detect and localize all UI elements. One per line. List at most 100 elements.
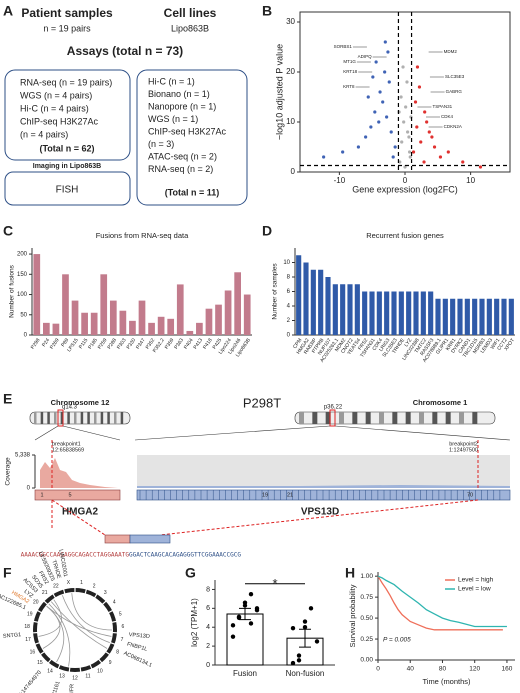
y-tick-label: 0: [24, 333, 28, 339]
band: [47, 412, 50, 424]
bar: [362, 291, 368, 335]
band: [60, 412, 64, 424]
y-tick-label: 10: [286, 117, 295, 126]
point: [430, 135, 434, 139]
y-tick-label: 2: [206, 643, 210, 650]
bar: [486, 298, 492, 335]
band: [325, 412, 331, 424]
gap: [57, 663, 61, 670]
bar: [71, 300, 79, 335]
chromosome-label: 22: [53, 583, 59, 589]
x-tick-label: 40: [407, 666, 415, 673]
x-tick-label: P303: [116, 337, 128, 350]
bar: [428, 291, 434, 335]
point: [415, 125, 419, 129]
assay: ChIP-seq H3K27Ac: [148, 126, 227, 136]
bar: [413, 291, 419, 335]
coverage: [137, 485, 510, 488]
band: [365, 412, 371, 424]
gene-label: MDM2: [444, 49, 458, 54]
bar: [332, 284, 338, 335]
point: [393, 145, 397, 149]
x-tick-label: 120: [469, 666, 480, 673]
band: [34, 412, 37, 424]
point: [296, 658, 302, 663]
fusion: [129, 534, 171, 544]
y-tick-label: 1.00: [360, 573, 373, 580]
plot-frame: [299, 11, 511, 173]
bar: [420, 291, 426, 335]
point: [386, 50, 390, 54]
highlight: [329, 409, 336, 427]
y-axis-label: Number of samples: [272, 263, 279, 320]
point: [248, 621, 254, 626]
assay: (n = 3): [148, 139, 174, 149]
bar: [398, 291, 404, 335]
gene-label: LINC02001: [57, 549, 68, 577]
band: [87, 412, 90, 424]
highlight: [57, 409, 64, 427]
gap: [109, 641, 116, 645]
gene: [136, 489, 511, 501]
x-tick-label: Non-fusion: [286, 669, 325, 678]
point: [381, 100, 385, 104]
chromosome-label: 20: [33, 600, 39, 606]
point: [400, 140, 404, 144]
gene-label: AC068134.1: [122, 651, 152, 669]
y-tick-label: 8: [206, 586, 210, 593]
gene-label: SNTG1: [3, 632, 22, 640]
bar: [464, 298, 470, 335]
x-tick-label: 0: [403, 176, 408, 185]
y-tick-label: 0.00: [360, 657, 373, 664]
point: [242, 600, 248, 605]
point: [438, 155, 443, 159]
gap: [39, 650, 46, 656]
gene-label: SORBS1: [334, 44, 353, 49]
point: [417, 85, 422, 89]
heading: Patient samples: [21, 6, 113, 20]
bar: [369, 291, 375, 335]
title: P298T: [243, 395, 281, 410]
point: [406, 130, 410, 134]
bar: [215, 304, 222, 335]
bar: [494, 298, 500, 335]
point: [377, 120, 381, 124]
bar: [196, 322, 203, 335]
y-tick-label: 100: [17, 292, 28, 298]
gap: [34, 641, 41, 645]
point: [404, 105, 408, 109]
x-tick-label: P24: [41, 337, 51, 348]
point: [413, 100, 418, 104]
point: [425, 120, 429, 124]
point: [401, 65, 405, 69]
bar: [450, 298, 456, 335]
gap: [104, 650, 111, 656]
y-tick-label: 50: [20, 312, 27, 318]
coverage: [40, 458, 118, 488]
sequence: AAAACGGCCAAGAGGCAGACCTAGGAAATG: [21, 552, 130, 559]
point: [478, 165, 483, 169]
bar: [205, 308, 213, 335]
point: [369, 125, 373, 129]
chart-title: Fusions from RNA-seq data: [96, 231, 189, 240]
band: [80, 412, 84, 424]
x-tick-label: P418: [202, 337, 214, 350]
bar: [310, 269, 316, 335]
bar: [347, 284, 353, 335]
chromosome-label: 10: [97, 668, 103, 674]
gene-label: VPS13D: [128, 632, 150, 640]
survival-curve: [377, 575, 507, 628]
point: [407, 150, 412, 154]
error-bar: [239, 607, 251, 621]
chromosome-label: 6: [121, 624, 124, 630]
box: [136, 69, 248, 206]
point: [314, 639, 320, 644]
point: [427, 130, 431, 134]
chord: [38, 599, 62, 637]
bar: [186, 330, 194, 335]
x-tick-label: P330: [126, 337, 138, 350]
chromosome-label: 1: [80, 580, 83, 586]
exon-label: 21: [287, 492, 293, 498]
legend-label: Level = high: [458, 577, 494, 584]
